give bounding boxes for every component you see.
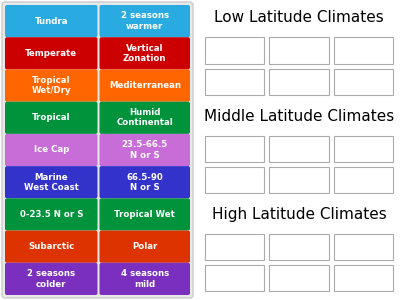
Text: Subarctic: Subarctic <box>28 242 74 251</box>
FancyBboxPatch shape <box>100 166 190 198</box>
Text: Low Latitude Climates: Low Latitude Climates <box>214 10 384 25</box>
FancyBboxPatch shape <box>100 263 190 295</box>
Text: 23.5-66.5
N or S: 23.5-66.5 N or S <box>122 140 168 160</box>
Text: Mediterranean: Mediterranean <box>109 81 181 90</box>
Text: Polar: Polar <box>132 242 158 251</box>
FancyBboxPatch shape <box>5 263 98 295</box>
FancyBboxPatch shape <box>100 69 190 102</box>
FancyBboxPatch shape <box>5 102 98 134</box>
FancyBboxPatch shape <box>100 231 190 263</box>
Bar <box>334 265 393 291</box>
Text: 4 seasons
mild: 4 seasons mild <box>121 269 169 289</box>
Bar <box>205 167 264 193</box>
Bar <box>205 136 264 162</box>
Bar <box>269 167 329 193</box>
Bar <box>334 167 393 193</box>
Text: 66.5-90
N or S: 66.5-90 N or S <box>126 172 163 192</box>
FancyBboxPatch shape <box>5 69 98 102</box>
Text: 2 seasons
warmer: 2 seasons warmer <box>121 11 169 31</box>
FancyBboxPatch shape <box>2 2 193 298</box>
Text: Ice Cap: Ice Cap <box>34 146 69 154</box>
FancyBboxPatch shape <box>100 102 190 134</box>
Text: 2 seasons
colder: 2 seasons colder <box>27 269 75 289</box>
Text: High Latitude Climates: High Latitude Climates <box>212 207 386 222</box>
Bar <box>334 234 393 260</box>
FancyBboxPatch shape <box>100 37 190 69</box>
FancyBboxPatch shape <box>5 134 98 166</box>
Bar <box>269 68 329 95</box>
Bar <box>334 136 393 162</box>
Text: Tropical: Tropical <box>32 113 70 122</box>
Bar <box>334 68 393 95</box>
Text: Tropical
Wet/Dry: Tropical Wet/Dry <box>32 76 71 95</box>
Text: Vertical
Zonation: Vertical Zonation <box>123 44 166 63</box>
Bar <box>269 136 329 162</box>
Bar <box>334 37 393 64</box>
Bar <box>205 234 264 260</box>
Text: Marine
West Coast: Marine West Coast <box>24 172 79 192</box>
Bar <box>205 68 264 95</box>
FancyBboxPatch shape <box>5 5 98 37</box>
FancyBboxPatch shape <box>100 134 190 166</box>
Text: Middle Latitude Climates: Middle Latitude Climates <box>204 109 394 124</box>
Text: Tropical Wet: Tropical Wet <box>114 210 175 219</box>
Text: Temperate: Temperate <box>25 49 77 58</box>
Bar <box>269 265 329 291</box>
Text: Humid
Continental: Humid Continental <box>116 108 173 128</box>
Bar <box>269 234 329 260</box>
Text: Tundra: Tundra <box>34 16 68 26</box>
Bar <box>269 37 329 64</box>
Bar <box>205 265 264 291</box>
Text: 0-23.5 N or S: 0-23.5 N or S <box>20 210 83 219</box>
FancyBboxPatch shape <box>5 37 98 69</box>
FancyBboxPatch shape <box>100 198 190 231</box>
FancyBboxPatch shape <box>5 198 98 231</box>
Bar <box>205 37 264 64</box>
FancyBboxPatch shape <box>5 231 98 263</box>
FancyBboxPatch shape <box>100 5 190 37</box>
FancyBboxPatch shape <box>5 166 98 198</box>
